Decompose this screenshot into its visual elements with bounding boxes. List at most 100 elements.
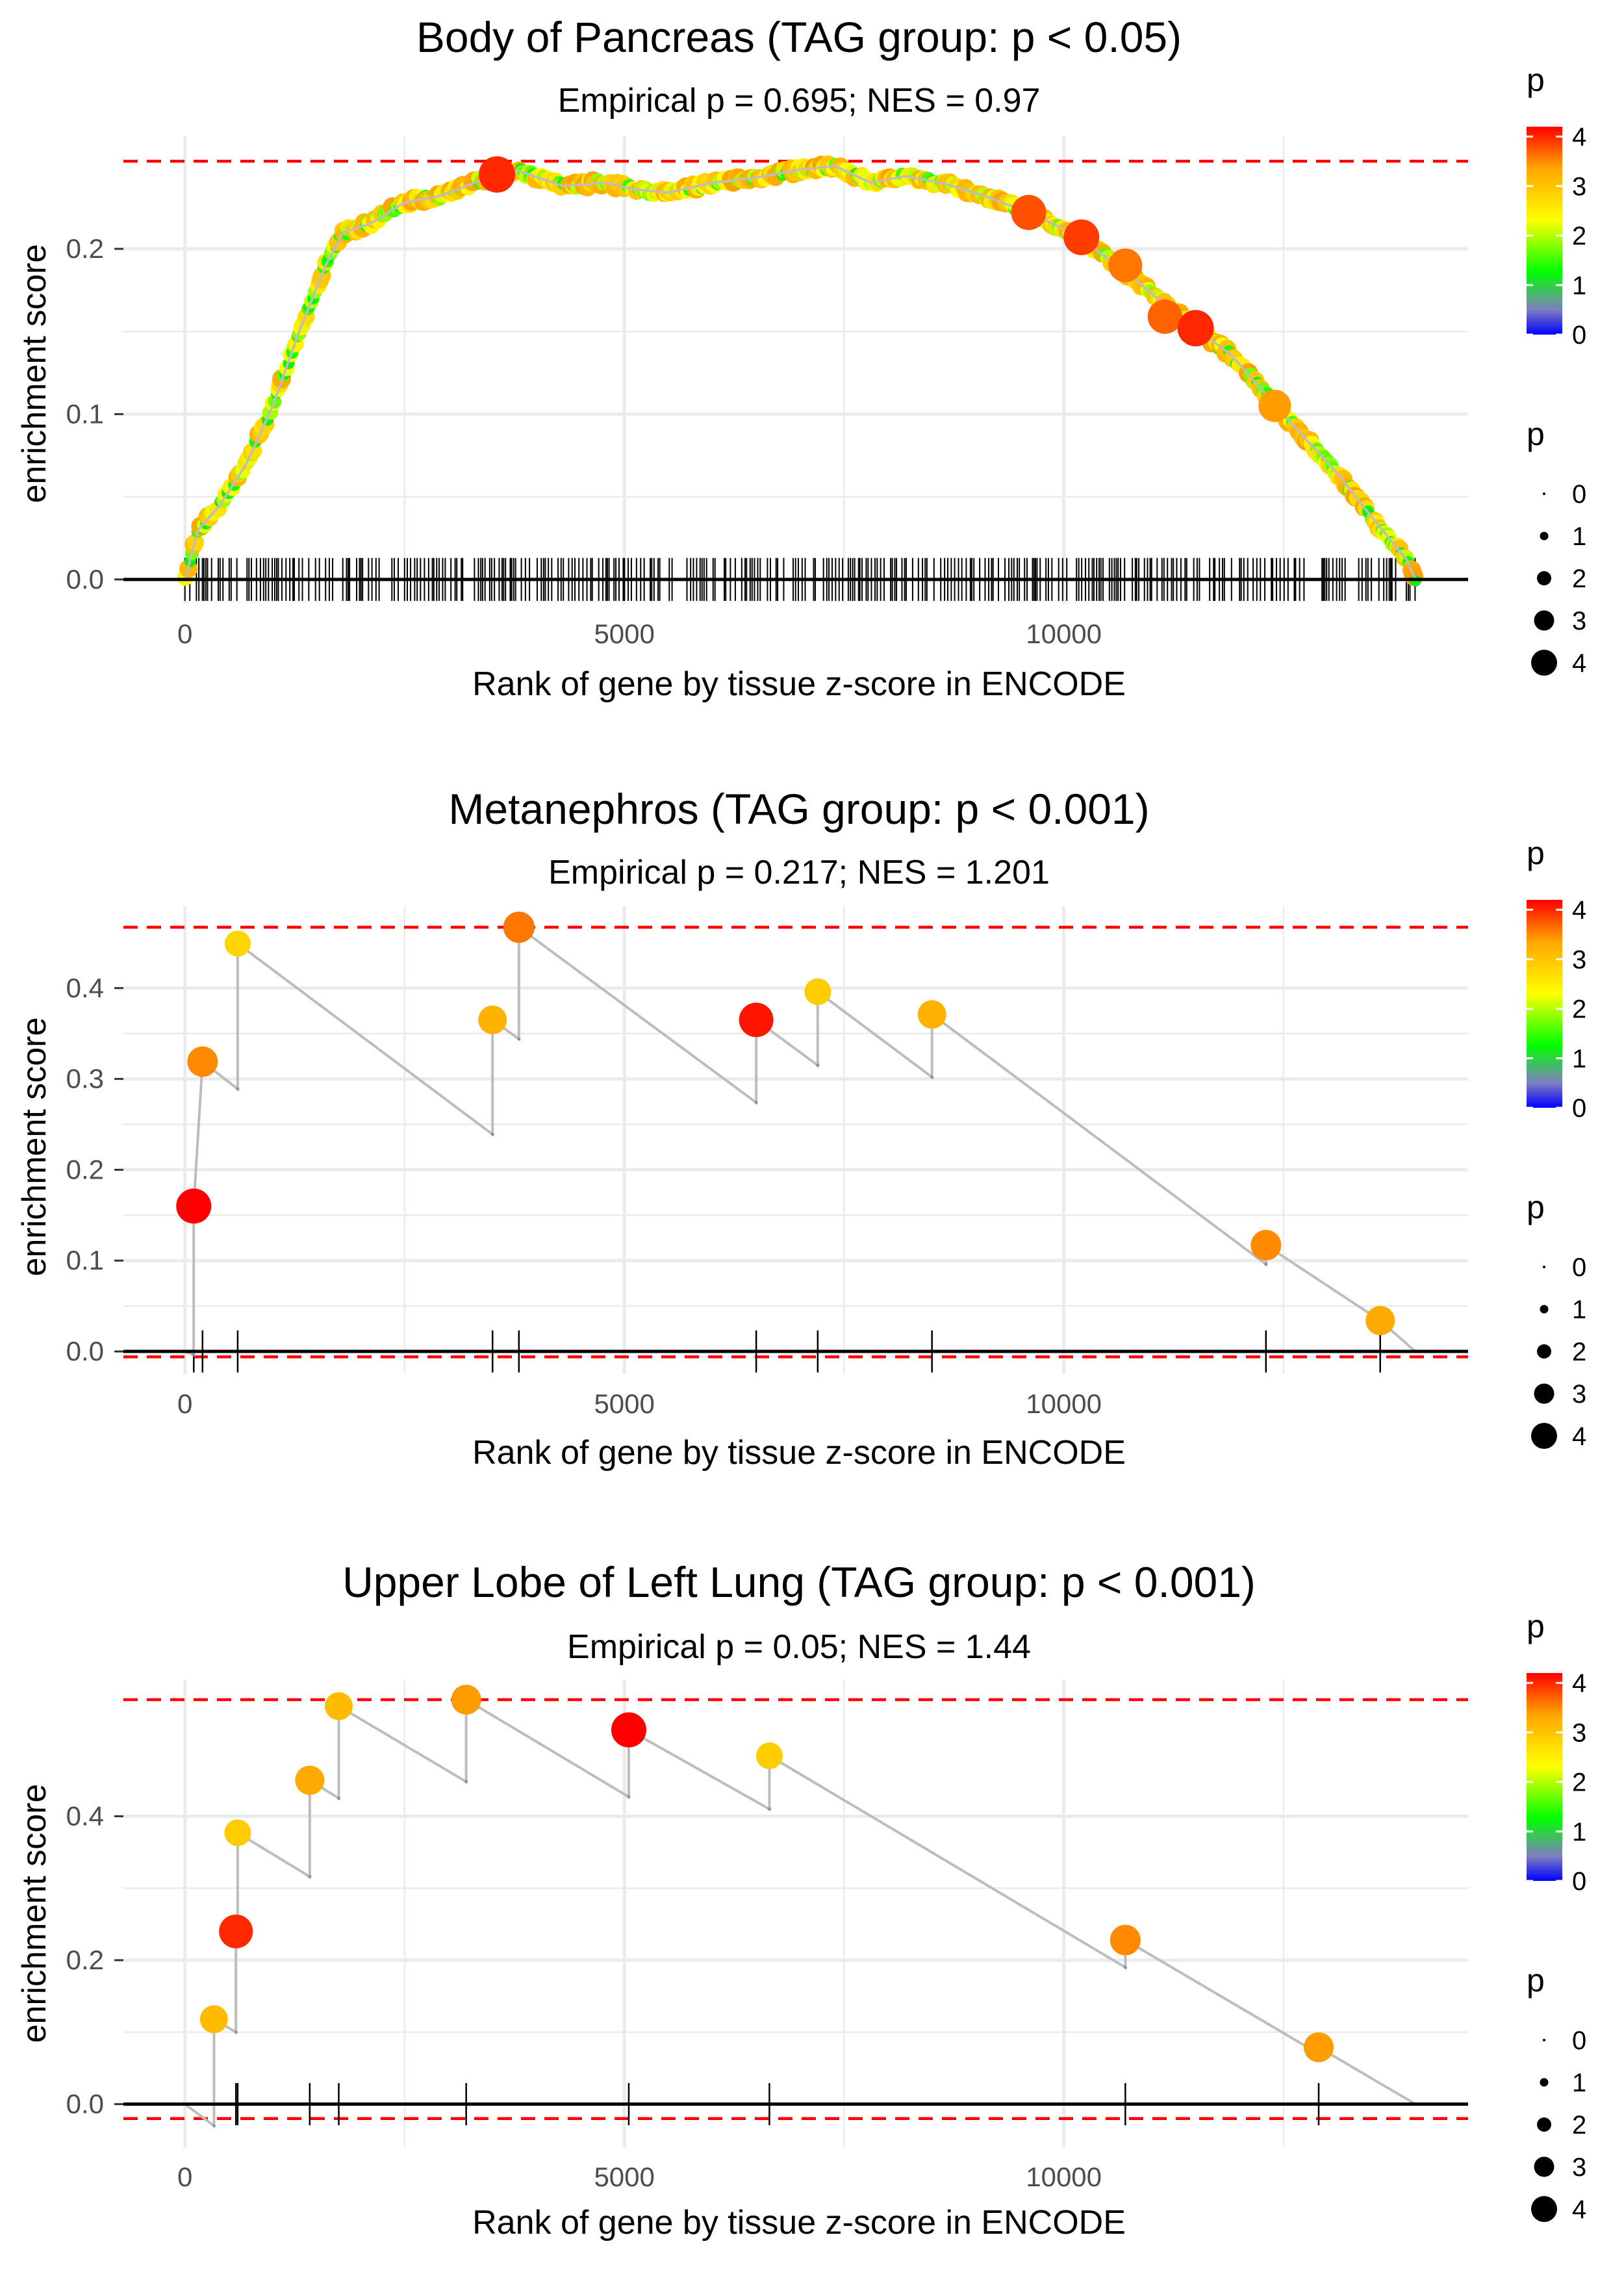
path-node: [767, 1807, 771, 1811]
highlighted-point: [1011, 195, 1047, 231]
size-legend-label: 4: [1572, 2195, 1586, 2224]
colorbar-ticks: 4 3 2 1 0: [1527, 123, 1586, 350]
enrichment-point: [1365, 1306, 1395, 1336]
legend-1: p 4 3 2 1 0 p 0 1 2 3 4: [1527, 62, 1586, 678]
size-legend-title: p: [1527, 1962, 1545, 1999]
path-node: [234, 2030, 238, 2034]
path-node: [464, 1780, 468, 1783]
panel-1-title: Body of Pancreas (TAG group: p < 0.05): [416, 13, 1182, 61]
panel-2-subtitle: Empirical p = 0.217; NES = 1.201: [548, 854, 1050, 891]
size-legend-dot: [1534, 610, 1554, 631]
panel-2-title: Metanephros (TAG group: p < 0.001): [448, 785, 1149, 833]
path-node: [212, 2124, 216, 2128]
path-node: [754, 1101, 758, 1105]
size-legend-dot: [1531, 2196, 1557, 2222]
path-node: [1264, 1262, 1268, 1266]
x-tick-label: 10000: [1026, 1388, 1102, 1419]
y-tick-label: 0.0: [66, 2089, 104, 2119]
colorbar-label: 1: [1572, 1818, 1586, 1846]
colorbar-label: 3: [1572, 945, 1586, 974]
y-tick-label: 0.4: [66, 973, 104, 1003]
enrichment-point: [611, 1712, 646, 1748]
size-legend-dot: [1531, 1423, 1557, 1449]
running-sum-line: [184, 925, 1417, 1357]
size-legend-dot: [1540, 1305, 1549, 1314]
path-node: [930, 1075, 934, 1079]
size-legend-title: p: [1527, 416, 1545, 452]
enrichment-point: [755, 1742, 783, 1769]
y-tick-label: 0.2: [66, 233, 104, 264]
panel-2-xlabel: Rank of gene by tissue z-score in ENCODE: [472, 1434, 1126, 1472]
colorbar-title: p: [1527, 835, 1545, 871]
size-legend-dot: [1537, 1344, 1551, 1359]
running-sum-line: [184, 1697, 1416, 2128]
colorbar-label: 4: [1572, 1669, 1586, 1698]
panel-3: Upper Lobe of Left Lung (TAG group: p < …: [16, 1558, 1468, 2242]
enrichment-point: [917, 1000, 946, 1029]
y-tick-label: 0.2: [66, 1945, 104, 1975]
size-legend-dot: [1543, 1266, 1545, 1268]
enrichment-point: [224, 1819, 251, 1846]
panel-2: Metanephros (TAG group: p < 0.001) Empir…: [16, 785, 1468, 1472]
panel-2-plot: 0.0 0.1 0.2 0.3 0.4 0 5000 10000: [66, 906, 1468, 1419]
colorbar: [1527, 900, 1562, 1108]
path-node: [816, 1064, 820, 1067]
enrichment-points: [177, 155, 1423, 587]
x-tick-label: 5000: [594, 619, 654, 649]
y-tick-label: 0.2: [66, 1154, 104, 1184]
colorbar-label: 1: [1572, 272, 1586, 300]
x-tick-label: 0: [177, 1388, 192, 1419]
size-legend-label: 2: [1572, 1338, 1586, 1366]
enrichment-point: [324, 1692, 353, 1720]
panel-1-xlabel: Rank of gene by tissue z-score in ENCODE: [472, 665, 1126, 703]
size-legend: 0 1 2 3 4: [1531, 480, 1586, 678]
running-sum-line: [184, 165, 1417, 580]
highlighted-point: [1147, 299, 1182, 334]
panel-1-subtitle: Empirical p = 0.695; NES = 0.97: [558, 82, 1041, 120]
panel-3-xlabel: Rank of gene by tissue z-score in ENCODE: [472, 2204, 1126, 2242]
size-legend-label: 1: [1572, 2069, 1586, 2097]
legend-3: p 4 3 2 1 0 p 0 1 2 3 4: [1527, 1608, 1586, 2224]
y-tick-label: 0.1: [66, 398, 104, 429]
panel-1-ylabel: enrichment score: [16, 244, 53, 504]
panel-3-plot: 0.0 0.2 0.4 0 5000 10000: [66, 1680, 1468, 2192]
enrichment-point: [478, 1005, 507, 1034]
path-node: [192, 1353, 196, 1357]
colorbar-label: 3: [1572, 172, 1586, 201]
highlighted-point: [479, 156, 515, 193]
y-tick-label: 0.1: [66, 1245, 104, 1275]
colorbar-ticks: 4 3 2 1 0: [1527, 896, 1586, 1123]
x-tick-label: 10000: [1026, 2162, 1102, 2192]
size-legend: 0 1 2 3 4: [1531, 1253, 1586, 1451]
colorbar-label: 2: [1572, 995, 1586, 1024]
colorbar: [1527, 127, 1562, 335]
size-legend-dot: [1540, 531, 1549, 541]
panel-3-title: Upper Lobe of Left Lung (TAG group: p < …: [342, 1558, 1256, 1606]
enrichment-point: [295, 1765, 325, 1795]
size-legend-label: 2: [1572, 2111, 1586, 2140]
colorbar-label: 0: [1572, 1867, 1586, 1896]
colorbar-title: p: [1527, 62, 1545, 98]
size-legend-dot: [1537, 571, 1551, 585]
path-node: [308, 1875, 312, 1879]
highlighted-point: [1063, 219, 1100, 255]
size-legend-label: 4: [1572, 1422, 1586, 1451]
colorbar-label: 2: [1572, 222, 1586, 251]
enrichment-point: [451, 1685, 481, 1715]
size-legend-dot: [1534, 2156, 1554, 2177]
colorbar-label: 0: [1572, 1094, 1586, 1123]
size-legend-label: 0: [1572, 2026, 1586, 2055]
colorbar-label: 0: [1572, 321, 1586, 350]
enrichment-point: [176, 1188, 212, 1224]
enrichment-point: [224, 930, 251, 957]
size-legend-label: 3: [1572, 1380, 1586, 1409]
size-legend-dot: [1537, 2117, 1551, 2132]
size-legend-label: 3: [1572, 2153, 1586, 2182]
size-legend-label: 1: [1572, 1296, 1586, 1324]
enrichment-point: [199, 2005, 228, 2034]
colorbar-label: 4: [1572, 896, 1586, 925]
enrichment-point: [219, 1914, 253, 1948]
x-tick-label: 10000: [1026, 619, 1102, 649]
legend-2: p 4 3 2 1 0 p 0 1 2 3 4: [1527, 835, 1586, 1451]
